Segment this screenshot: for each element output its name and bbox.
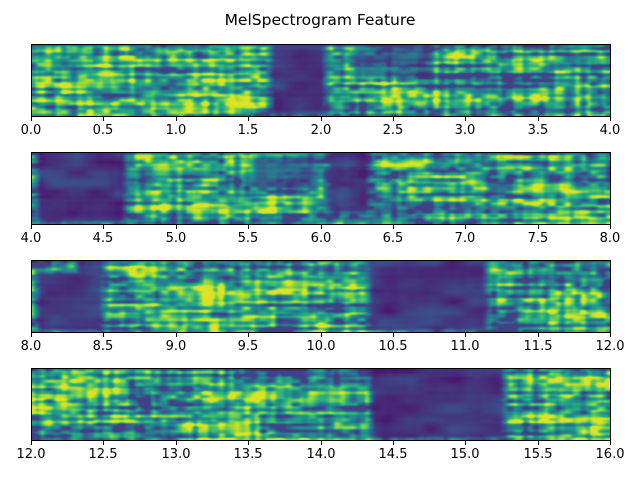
x-axis-tickmark [465,441,466,445]
x-axis-tickmark [393,225,394,229]
x-axis-tickmark [321,441,322,445]
x-axis-tickmark [176,333,177,337]
x-axis-tick-label: 3.5 [527,123,549,138]
x-axis-tick-label: 0.0 [20,123,42,138]
x-axis-tickmark [321,225,322,229]
x-axis-tick-label: 8.0 [599,231,621,246]
x-axis-tickmark [538,333,539,337]
x-axis-tickmark [610,333,611,337]
x-axis-tickmark [465,225,466,229]
x-axis-tick-label: 1.0 [165,123,187,138]
x-axis-tickmark [465,117,466,121]
x-axis-tickmark [248,117,249,121]
x-axis-tickmark [393,441,394,445]
x-axis-tick-label: 1.5 [237,123,259,138]
x-axis-tickmark [248,225,249,229]
figure-title: MelSpectrogram Feature [224,11,416,29]
x-axis-tick-label: 2.0 [310,123,332,138]
x-axis-tick-label: 13.0 [161,447,191,462]
x-axis-tick-label: 4.0 [599,123,621,138]
x-axis-tick-label: 13.5 [233,447,263,462]
x-axis-tickmark [465,333,466,337]
x-axis-tick-label: 5.5 [237,231,259,246]
x-axis-tick-label: 11.5 [523,339,553,354]
x-axis-tick-label: 5.0 [165,231,187,246]
x-axis-tickmark [538,225,539,229]
x-axis-tick-label: 15.5 [523,447,553,462]
x-axis-tickmark [321,333,322,337]
x-axis-tickmark [610,225,611,229]
x-axis-tick-label: 2.5 [382,123,404,138]
x-axis-tickmark [103,117,104,121]
x-axis-tickmark [31,225,32,229]
x-axis-tick-label: 16.0 [595,447,625,462]
x-axis-tickmark [176,441,177,445]
x-axis-tickmark [248,333,249,337]
x-axis-tickmark [103,441,104,445]
x-axis-tick-label: 12.5 [88,447,118,462]
x-axis-tick-label: 10.5 [378,339,408,354]
axes-frame-3 [31,260,611,333]
x-axis-tick-label: 11.0 [450,339,480,354]
x-axis-tick-label: 10.0 [306,339,336,354]
spectrogram-heatmap-2 [32,153,610,224]
subplot-2: 4.0 4.5 5.0 5.5 6.0 6.5 7.0 7.5 8.0 [0,0,640,245]
x-axis-tickmark [176,117,177,121]
x-axis-tickmark [538,441,539,445]
x-axis-tickmark [248,441,249,445]
x-axis-tick-label: 12.0 [595,339,625,354]
x-axis-tickmark [31,117,32,121]
x-axis-tickmark [393,333,394,337]
x-axis-tick-label: 4.5 [92,231,114,246]
x-axis-tick-label: 6.0 [310,231,332,246]
x-axis-tick-label: 9.0 [165,339,187,354]
x-axis-tick-label: 6.5 [382,231,404,246]
x-axis-tick-label: 12.0 [16,447,46,462]
x-axis-tick-label: 7.0 [454,231,476,246]
spectrogram-heatmap-3 [32,261,610,332]
x-axis-tickmark [610,441,611,445]
x-axis-tickmark [31,333,32,337]
x-axis-tick-label: 8.0 [20,339,42,354]
x-axis-tick-label: 3.0 [454,123,476,138]
axes-frame-2 [31,152,611,225]
x-axis-tick-label: 15.0 [450,447,480,462]
x-axis-tickmark [176,225,177,229]
axes-frame-4 [31,368,611,441]
x-axis-tick-label: 14.0 [306,447,336,462]
x-axis-tickmark [538,117,539,121]
x-axis-tickmark [103,333,104,337]
axes-frame-1 [31,44,611,117]
x-axis-tick-label: 14.5 [378,447,408,462]
x-axis-tick-label: 7.5 [527,231,549,246]
spectrogram-heatmap-1 [32,45,610,116]
x-axis-tick-label: 0.5 [92,123,114,138]
subplot-1: 0.0 0.5 1.0 1.5 2.0 2.5 3.0 3.5 4.0 [0,0,640,137]
x-axis-tickmark [321,117,322,121]
x-axis-tickmark [103,225,104,229]
x-axis-tickmark [31,441,32,445]
spectrogram-heatmap-4 [32,369,610,440]
subplot-4: 12.0 12.5 13.0 13.5 14.0 14.5 15.0 15.5 16.0 [0,0,640,461]
x-axis-tickmark [610,117,611,121]
x-axis-tick-label: 8.5 [92,339,114,354]
subplot-3: 8.0 8.5 9.0 9.5 10.0 10.5 11.0 11.5 12.0 [0,0,640,353]
x-axis-tickmark [393,117,394,121]
x-axis-tick-label: 4.0 [20,231,42,246]
x-axis-tick-label: 9.5 [237,339,259,354]
